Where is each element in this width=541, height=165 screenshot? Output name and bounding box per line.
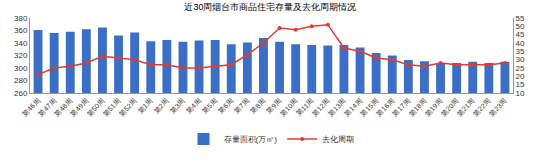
svg-text:近30周烟台市商品住宅存量及去化周期情况: 近30周烟台市商品住宅存量及去化周期情况: [184, 2, 356, 12]
svg-text:第50周: 第50周: [85, 97, 105, 117]
svg-text:第5周: 第5周: [201, 97, 219, 115]
svg-text:260: 260: [14, 89, 28, 98]
svg-text:第8周: 第8周: [249, 97, 267, 115]
svg-text:45: 45: [516, 30, 525, 39]
svg-text:40: 40: [516, 39, 525, 48]
svg-text:第9周: 第9周: [265, 97, 283, 115]
svg-text:第47周: 第47周: [37, 97, 57, 117]
svg-text:第15周: 第15周: [359, 97, 379, 117]
svg-text:第14周: 第14周: [343, 97, 363, 117]
svg-text:360: 360: [14, 26, 28, 35]
svg-text:第7周: 第7周: [233, 97, 251, 115]
svg-text:第20周: 第20周: [439, 97, 459, 117]
svg-text:第3周: 第3周: [169, 97, 187, 115]
svg-text:380: 380: [14, 14, 28, 23]
svg-text:第48周: 第48周: [53, 97, 73, 117]
svg-text:第6周: 第6周: [217, 97, 235, 115]
svg-text:280: 280: [14, 76, 28, 85]
svg-text:25: 25: [516, 64, 525, 73]
svg-text:第4周: 第4周: [185, 97, 203, 115]
svg-text:300: 300: [14, 64, 28, 73]
svg-text:340: 340: [14, 39, 28, 48]
svg-text:第21周: 第21周: [456, 97, 476, 117]
svg-text:15: 15: [516, 80, 525, 89]
svg-text:第51周: 第51周: [101, 97, 121, 117]
svg-text:第16周: 第16周: [375, 97, 395, 117]
svg-text:第1周: 第1周: [136, 97, 154, 115]
svg-text:第46周: 第46周: [21, 97, 41, 117]
svg-text:存量面积(万㎡): 存量面积(万㎡): [224, 135, 278, 144]
svg-text:320: 320: [14, 51, 28, 60]
svg-text:第22周: 第22周: [472, 97, 492, 117]
svg-text:55: 55: [516, 14, 525, 23]
svg-text:第52周: 第52周: [117, 97, 137, 117]
svg-text:第12周: 第12周: [311, 97, 331, 117]
svg-text:第2周: 第2周: [152, 97, 170, 115]
svg-text:第19周: 第19周: [423, 97, 443, 117]
svg-text:第10周: 第10周: [278, 97, 298, 117]
svg-text:第11周: 第11周: [295, 97, 315, 117]
svg-text:第17周: 第17周: [391, 97, 411, 117]
svg-text:30: 30: [516, 55, 525, 64]
svg-text:20: 20: [516, 72, 525, 81]
svg-text:第13周: 第13周: [327, 97, 347, 117]
svg-text:50: 50: [516, 22, 525, 31]
svg-text:去化周期: 去化周期: [322, 135, 354, 144]
svg-text:第49周: 第49周: [69, 97, 89, 117]
svg-text:10: 10: [516, 89, 525, 98]
svg-text:第23周: 第23周: [488, 97, 508, 117]
svg-text:第18周: 第18周: [407, 97, 427, 117]
svg-text:35: 35: [516, 47, 525, 56]
